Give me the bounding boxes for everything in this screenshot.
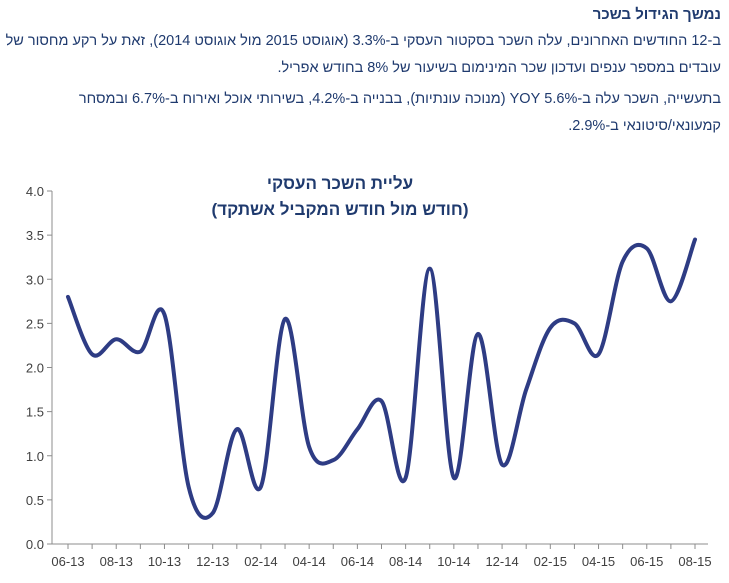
y-tick-label: 3.0 (26, 272, 44, 287)
x-tick-label: 02-14 (244, 554, 277, 569)
x-tick-label: 06-14 (341, 554, 374, 569)
y-tick-label: 3.5 (26, 228, 44, 243)
x-axis: 06-13 08-13 10-13 12-13 02-14 04-14 06-14 08-14… (51, 543, 712, 569)
x-tick-label: 06-15 (630, 554, 663, 569)
article-paragraph-2: בתעשייה, השכר עלה ב-5.6% YOY (מנוכה עונת… (78, 91, 721, 134)
y-tick-label: 1.0 (26, 449, 44, 464)
x-tick-label: 08-13 (100, 554, 133, 569)
chart-title: עליית השכר העסקי (267, 174, 413, 193)
y-tick-label: 1.5 (26, 405, 44, 420)
y-tick-label: 0.0 (26, 537, 44, 552)
article-heading: נמשך הגידול בשכר (592, 6, 721, 23)
x-tick-label: 08-14 (389, 554, 422, 569)
article-paragraph-1: ב-12 החודשים האחרונים, עלה השכר בסקטור ה… (5, 33, 721, 76)
x-tick-label: 08-15 (678, 554, 711, 569)
x-tick-label: 04-15 (582, 554, 615, 569)
x-tick-label: 04-14 (293, 554, 326, 569)
x-tick-label: 06-13 (51, 554, 84, 569)
article-text: נמשך הגידול בשכר ב-12 החודשים האחרונים, … (4, 4, 721, 140)
y-tick-label: 2.5 (26, 316, 44, 331)
x-tick-label: 12-13 (196, 554, 229, 569)
x-tick-label: 10-13 (148, 554, 181, 569)
y-axis: 0.0 0.5 1.0 1.5 2.0 2.5 3.0 3.5 4.0 (26, 184, 53, 552)
y-tick-label: 2.0 (26, 361, 44, 376)
series-wage-growth (66, 237, 697, 520)
x-tick-label: 10-14 (437, 554, 470, 569)
y-tick-label: 0.5 (26, 493, 44, 508)
chart-subtitle: (חודש מול חודש המקביל אשתקד) (212, 200, 469, 219)
series-line (66, 237, 697, 520)
y-tick-label: 4.0 (26, 184, 44, 199)
x-tick-label: 12-14 (485, 554, 518, 569)
x-tick-label: 02-15 (534, 554, 567, 569)
